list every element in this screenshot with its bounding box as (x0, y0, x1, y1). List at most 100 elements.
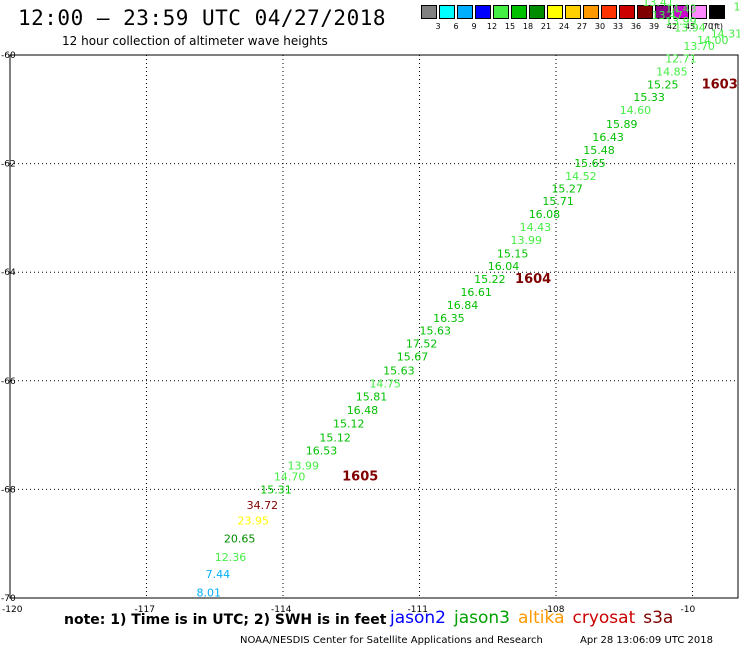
colorbar-swatch (655, 5, 671, 19)
wave-height-point: 15.71 (542, 195, 574, 208)
colorbar-swatch (457, 5, 473, 19)
x-tick-label: -10 (681, 605, 696, 615)
y-tick-label: -70 (1, 594, 16, 604)
colorbar-label: 39 (648, 22, 660, 31)
y-tick-label: -62 (1, 160, 16, 170)
y-tick-label: -60 (1, 51, 16, 61)
colorbar-swatch (583, 5, 599, 19)
wave-height-point: 14.85 (656, 66, 688, 79)
wave-height-point: 15.63 (383, 364, 415, 377)
colorbar-label: 3 (435, 22, 441, 31)
wave-height-point: 13.47 (652, 9, 684, 22)
colorbar-label: 33 (612, 22, 624, 31)
wave-height-point: 12.71 (665, 53, 697, 66)
wave-height-point: 16.08 (529, 208, 561, 221)
x-tick-label: -108 (544, 605, 565, 615)
wave-height-point: 17.52 (406, 338, 438, 351)
x-tick-label: -114 (271, 605, 292, 615)
wave-height-point: 13.41 (642, 0, 674, 9)
colorbar-swatch (637, 5, 653, 19)
wave-height-point: 13.99 (665, 15, 697, 28)
wave-height-point: 14.70 (274, 471, 306, 484)
satellite-s3a: s3a (643, 608, 674, 628)
colorbar-swatch (673, 5, 689, 19)
colorbar-label: 70 (702, 22, 714, 31)
wave-height-point: 13.70 (683, 40, 715, 53)
satellite-altika: altika (518, 608, 565, 628)
plot-frame (9, 54, 739, 599)
wave-height-point: 34.72 (247, 499, 279, 512)
colorbar-label: 24 (558, 22, 570, 31)
colorbar-swatch (691, 5, 707, 19)
colorbar-label: 45 (684, 22, 696, 31)
wave-height-point: 13.99 (288, 459, 320, 472)
pass-time-label: 1603 (702, 78, 738, 93)
y-tick-label: -68 (1, 485, 16, 495)
wave-height-point: 15.89 (606, 118, 638, 131)
wave-height-point: 23.95 (238, 515, 270, 528)
wave-height-point: 16.53 (306, 445, 338, 458)
colorbar-swatch (475, 5, 491, 19)
wave-height-point: 15.63 (420, 325, 452, 338)
footer-credit: NOAA/NESDIS Center for Satellite Applica… (240, 635, 543, 646)
colorbar-swatch (421, 5, 437, 19)
satellite-jason3: jason3 (454, 608, 510, 628)
colorbar-label: 12 (486, 22, 498, 31)
y-tick-label: -64 (1, 268, 16, 278)
chart-subtitle: 12 hour collection of altimeter wave hei… (62, 34, 328, 48)
colorbar-swatch (547, 5, 563, 19)
colorbar-swatch (619, 5, 635, 19)
x-tick-label: -117 (135, 605, 155, 615)
wave-height-point: 20.65 (224, 533, 256, 546)
wave-height-point: 15.33 (633, 91, 665, 104)
wave-height-point: 12.36 (215, 551, 247, 564)
wave-height-point: 16.61 (460, 286, 492, 299)
colorbar-swatch (709, 5, 725, 19)
colorbar-label: 18 (522, 22, 534, 31)
wave-height-point: 14.31 (711, 28, 740, 41)
wave-height-point: 15.81 (356, 390, 388, 403)
wave-height-point: 15.15 (497, 248, 528, 261)
wave-height-point: 15.22 (474, 273, 506, 286)
units-note: note: 1) Time is in UTC; 2) SWH is in fe… (64, 612, 387, 628)
wave-height-point: 16.48 (347, 404, 379, 417)
wave-height-point: 15.27 (551, 182, 583, 195)
wave-height-point: 15.67 (397, 351, 429, 364)
wave-height-point: 14.52 (565, 170, 597, 183)
satellite-jason2: jason2 (390, 608, 446, 628)
satellite-cryosat: cryosat (572, 608, 636, 628)
wave-height-point: 15.12 (319, 432, 351, 445)
wave-height-point: 7.44 (206, 568, 231, 581)
chart-title: 12:00 – 23:59 UTC 04/27/2018 (18, 6, 387, 30)
x-tick-label: -120 (2, 605, 23, 615)
wave-height-point: 15.31 (260, 484, 292, 497)
colorbar-swatch (601, 5, 617, 19)
colorbar-label: 42 (666, 22, 678, 31)
wave-height-point: 16.84 (447, 299, 479, 312)
wave-height-point: 13.94 (674, 22, 706, 35)
x-tick-label: -111 (408, 605, 428, 615)
wave-height-point: 13.99 (511, 234, 543, 247)
wave-height-point: 15.65 (574, 157, 606, 170)
pass-time-label: 1604 (515, 272, 551, 287)
wave-height-point: 15.12 (333, 417, 365, 430)
wave-height-point: 14.75 (369, 377, 401, 390)
footer-timestamp: Apr 28 13:06:09 UTC 2018 (580, 635, 713, 646)
colorbar-label: 27 (576, 22, 588, 31)
y-tick-label: -66 (1, 377, 16, 387)
colorbar-label: 21 (540, 22, 552, 31)
colorbar-label: 30 (594, 22, 606, 31)
wave-height-point: 16.43 (592, 131, 624, 144)
wave-height-point: 14.00 (697, 34, 729, 47)
colorbar-label: 15 (504, 22, 516, 31)
colorbar-swatch (493, 5, 509, 19)
colorbar-swatch (565, 5, 581, 19)
wave-height-point: 13.49 (733, 0, 740, 13)
wave-height-point: 15.48 (583, 144, 615, 157)
pass-time-label: 1605 (342, 470, 378, 485)
wave-height-point: 8.01 (197, 586, 222, 599)
wave-height-point: 16.35 (433, 312, 465, 325)
wave-height-point: 13.92 (656, 0, 688, 3)
colorbar-label: 9 (471, 22, 477, 31)
